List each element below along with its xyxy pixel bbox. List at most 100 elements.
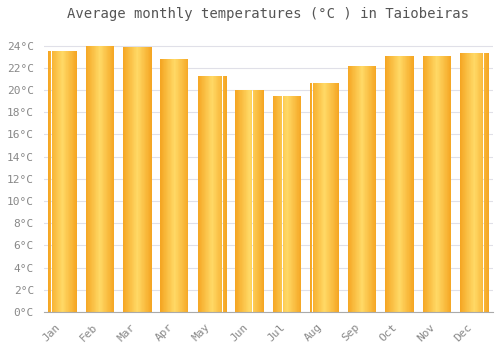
Bar bbox=[401, 56, 402, 312]
Bar bbox=[204, 76, 206, 312]
Bar bbox=[253, 90, 254, 312]
Bar bbox=[110, 46, 112, 312]
Bar bbox=[370, 66, 371, 312]
Bar bbox=[319, 83, 320, 312]
Bar bbox=[249, 90, 250, 312]
Bar bbox=[334, 83, 335, 312]
Bar bbox=[322, 83, 323, 312]
Bar bbox=[224, 76, 225, 312]
Bar bbox=[48, 51, 49, 312]
Bar bbox=[301, 96, 302, 312]
Bar bbox=[431, 56, 432, 312]
Bar bbox=[109, 46, 110, 312]
Bar bbox=[236, 90, 237, 312]
Bar bbox=[263, 90, 264, 312]
Bar bbox=[245, 90, 246, 312]
Bar bbox=[166, 59, 168, 312]
Bar bbox=[432, 56, 433, 312]
Bar bbox=[428, 56, 429, 312]
Bar bbox=[393, 56, 394, 312]
Bar bbox=[223, 76, 224, 312]
Bar bbox=[464, 54, 465, 312]
Bar bbox=[324, 83, 325, 312]
Bar bbox=[242, 90, 243, 312]
Bar bbox=[283, 96, 284, 312]
Bar bbox=[388, 56, 389, 312]
Bar bbox=[217, 76, 218, 312]
Bar bbox=[331, 83, 332, 312]
Bar bbox=[373, 66, 374, 312]
Bar bbox=[63, 51, 64, 312]
Bar bbox=[66, 51, 67, 312]
Bar bbox=[435, 56, 436, 312]
Bar bbox=[294, 96, 295, 312]
Bar bbox=[239, 90, 240, 312]
Bar bbox=[374, 66, 375, 312]
Bar bbox=[222, 76, 223, 312]
Bar bbox=[210, 76, 211, 312]
Bar bbox=[316, 83, 317, 312]
Bar bbox=[411, 56, 412, 312]
Bar bbox=[261, 90, 262, 312]
Bar bbox=[396, 56, 397, 312]
Bar bbox=[285, 96, 286, 312]
Bar bbox=[181, 59, 182, 312]
Bar bbox=[436, 56, 437, 312]
Bar bbox=[364, 66, 365, 312]
Bar bbox=[68, 51, 70, 312]
Bar bbox=[427, 56, 428, 312]
Bar bbox=[225, 76, 226, 312]
Bar bbox=[276, 96, 277, 312]
Bar bbox=[100, 46, 101, 312]
Bar bbox=[329, 83, 330, 312]
Bar bbox=[360, 66, 361, 312]
Bar bbox=[413, 56, 414, 312]
Bar bbox=[318, 83, 319, 312]
Bar bbox=[367, 66, 368, 312]
Bar bbox=[361, 66, 362, 312]
Bar bbox=[127, 47, 128, 312]
Bar bbox=[475, 54, 476, 312]
Bar bbox=[313, 83, 314, 312]
Bar bbox=[424, 56, 425, 312]
Bar bbox=[250, 90, 251, 312]
Bar bbox=[317, 83, 318, 312]
Bar bbox=[71, 51, 72, 312]
Bar bbox=[386, 56, 387, 312]
Bar bbox=[471, 54, 472, 312]
Bar bbox=[251, 90, 252, 312]
Bar bbox=[282, 96, 283, 312]
Bar bbox=[165, 59, 166, 312]
Bar bbox=[240, 90, 241, 312]
Bar bbox=[123, 47, 124, 312]
Bar bbox=[170, 59, 172, 312]
Bar bbox=[187, 59, 188, 312]
Bar bbox=[446, 56, 447, 312]
Bar bbox=[184, 59, 185, 312]
Bar bbox=[262, 90, 263, 312]
Bar bbox=[445, 56, 446, 312]
Bar bbox=[252, 90, 253, 312]
Bar bbox=[67, 51, 68, 312]
Bar bbox=[354, 66, 355, 312]
Bar bbox=[172, 59, 173, 312]
Bar bbox=[400, 56, 401, 312]
Bar bbox=[477, 54, 478, 312]
Bar bbox=[286, 96, 287, 312]
Bar bbox=[274, 96, 275, 312]
Bar bbox=[448, 56, 449, 312]
Bar bbox=[275, 96, 276, 312]
Bar bbox=[366, 66, 367, 312]
Bar bbox=[179, 59, 180, 312]
Bar bbox=[214, 76, 215, 312]
Bar bbox=[368, 66, 369, 312]
Bar bbox=[369, 66, 370, 312]
Bar bbox=[484, 54, 485, 312]
Bar bbox=[332, 83, 333, 312]
Bar bbox=[398, 56, 399, 312]
Bar bbox=[466, 54, 467, 312]
Bar bbox=[349, 66, 350, 312]
Bar bbox=[126, 47, 127, 312]
Bar bbox=[104, 46, 105, 312]
Bar bbox=[289, 96, 290, 312]
